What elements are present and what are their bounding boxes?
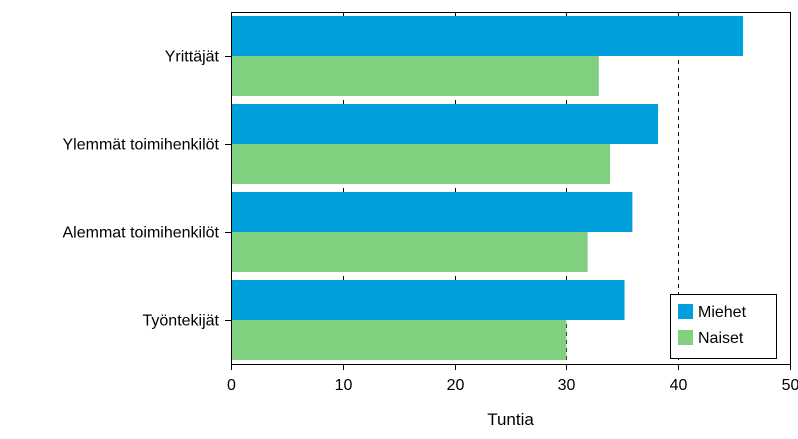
x-tick-label: 40 (670, 377, 688, 394)
legend-box (670, 294, 777, 359)
bar-miehet-0 (232, 16, 744, 56)
bar-naiset-3 (232, 320, 567, 360)
bar-miehet-3 (232, 280, 625, 320)
bar-miehet-2 (232, 192, 633, 232)
x-axis-title: Tuntia (487, 410, 534, 429)
category-label: Ylemmät toimihenkilöt (63, 137, 220, 154)
x-tick-label: 10 (335, 377, 353, 394)
legend-swatch-miehet (678, 304, 693, 319)
x-tick-label: 50 (782, 377, 798, 394)
x-axis: 0 10 20 30 40 50 (227, 364, 798, 394)
y-axis: Yrittäjät Ylemmät toimihenkilöt Alemmat to… (63, 49, 231, 330)
x-tick-label: 0 (227, 377, 236, 394)
category-label: Alemmat toimihenkilöt (63, 225, 220, 242)
x-tick-label: 30 (558, 377, 576, 394)
legend-swatch-naiset (678, 330, 693, 345)
bar-naiset-1 (232, 144, 611, 184)
x-tick-label: 20 (447, 377, 465, 394)
plot-frame (231, 12, 791, 365)
legend-label-miehet: Miehet (698, 304, 747, 321)
bar-naiset-0 (232, 56, 599, 96)
bars (232, 16, 744, 360)
legend: Miehet Naiset (670, 294, 777, 359)
category-label: Työntekijät (143, 313, 220, 330)
bar-miehet-1 (232, 104, 659, 144)
category-label: Yrittäjät (165, 49, 220, 66)
legend-label-naiset: Naiset (698, 330, 744, 347)
bar-naiset-2 (232, 232, 588, 272)
